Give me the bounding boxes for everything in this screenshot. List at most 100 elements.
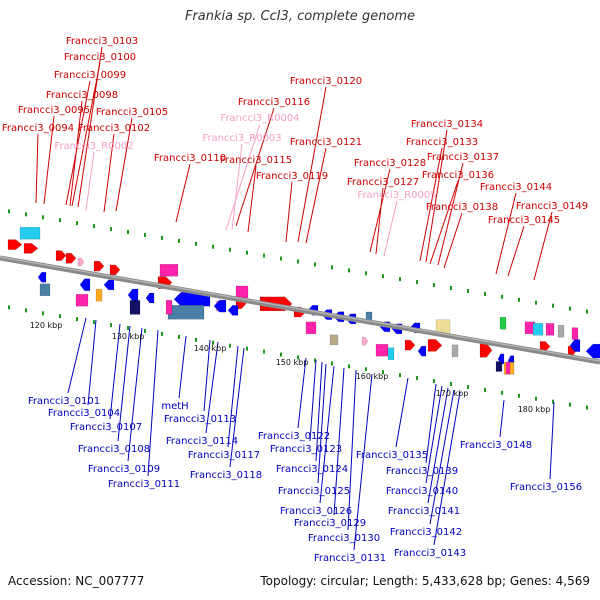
gene-label[interactable]: Francci3_0124 — [276, 464, 348, 475]
gene-label[interactable]: Francci3_0120 — [290, 76, 362, 87]
gene-label[interactable]: Francci3_0121 — [290, 137, 362, 148]
gene-label[interactable]: Francci3_0128 — [354, 158, 426, 169]
gene-label[interactable]: Francci3_R0003 — [202, 133, 281, 144]
gene-label[interactable]: Francci3_0148 — [460, 440, 532, 451]
gene-feature — [127, 288, 139, 302]
gene-label[interactable]: Francci3_0129 — [294, 518, 366, 529]
gene-label[interactable]: Francci3_0137 — [427, 152, 499, 163]
gene-label[interactable]: Francci3_0109 — [88, 464, 160, 475]
gene-label[interactable]: Francci3_0113 — [164, 414, 236, 425]
gene-label[interactable]: Francci3_R0004 — [220, 113, 299, 124]
gene-label[interactable]: Francci3_0105 — [96, 107, 168, 118]
gene-label[interactable]: Francci3_0103 — [66, 36, 138, 47]
gene-label[interactable]: Francci3_0149 — [516, 201, 588, 212]
gene-label[interactable]: Francci3_0133 — [406, 137, 478, 148]
gene-feature — [495, 361, 503, 372]
gene-feature — [451, 344, 459, 358]
gene-label[interactable]: Francci3_0135 — [356, 450, 428, 461]
gene-label[interactable]: Francci3_0156 — [510, 482, 582, 493]
leader-line — [109, 323, 121, 420]
track-dot — [399, 373, 401, 378]
leader-line — [549, 401, 555, 480]
gene-label[interactable]: Francci3_0107 — [70, 422, 142, 433]
gene-label[interactable]: Francci3_0122 — [258, 431, 330, 442]
track-dot — [280, 352, 282, 357]
gene-label[interactable]: Francci3_0100 — [64, 52, 136, 63]
leader-line — [43, 115, 55, 205]
track-dot — [569, 402, 571, 407]
leader-line — [35, 133, 39, 204]
map-title: Frankia sp. CcI3, complete genome — [184, 9, 416, 24]
track-dot — [229, 343, 231, 348]
gene-label[interactable]: Francci3_0099 — [54, 70, 126, 81]
gene-label[interactable]: metH — [161, 401, 188, 412]
leader-line — [369, 168, 391, 253]
track-dot — [314, 358, 316, 363]
gene-label[interactable]: Francci3_0117 — [188, 450, 260, 461]
gene-label[interactable]: Francci3_0115 — [220, 155, 292, 166]
gene-label[interactable]: Francci3_0102 — [78, 123, 150, 134]
track-dot — [535, 396, 537, 401]
gene-label[interactable]: Francci3_0101 — [28, 396, 100, 407]
gene-label[interactable]: Francci3_0127 — [347, 177, 419, 188]
leader-line — [225, 123, 261, 231]
track-dot — [246, 250, 248, 255]
gene-label[interactable]: Francci3_0130 — [308, 533, 380, 544]
gene-label[interactable]: Francci3_0138 — [426, 202, 498, 213]
gene-feature — [7, 239, 23, 250]
gene-label[interactable]: Francci3_0144 — [480, 182, 552, 193]
gene-label[interactable]: Francci3_0095 — [18, 105, 90, 116]
gene-label[interactable]: Francci3_0119 — [256, 171, 328, 182]
gene-label[interactable]: Francci3_0125 — [278, 486, 350, 497]
track-dot — [76, 317, 78, 322]
track-dot — [518, 393, 520, 398]
gene-label[interactable]: Francci3_0145 — [488, 215, 560, 226]
gene-label[interactable]: Francci3_R0005 — [357, 190, 436, 201]
gene-feature — [65, 253, 77, 264]
leader-line — [499, 399, 505, 438]
gene-label[interactable]: Francci3_0116 — [238, 97, 310, 108]
gene-label[interactable]: Francci3_0126 — [280, 506, 352, 517]
gene-label[interactable]: Francci3_0140 — [386, 486, 458, 497]
gene-label[interactable]: Francci3_0123 — [270, 444, 342, 455]
gene-label[interactable]: Francci3_0142 — [390, 527, 462, 538]
leader-line — [383, 200, 398, 257]
track-dot — [229, 247, 231, 252]
track-dot — [297, 355, 299, 360]
leader-line — [533, 211, 553, 281]
track-dot — [399, 277, 401, 282]
track-dot — [93, 224, 95, 229]
gene-feature — [499, 316, 507, 330]
track-dot — [569, 306, 571, 311]
gene-feature — [39, 283, 51, 297]
leader-line — [67, 317, 87, 394]
leader-line — [429, 180, 459, 265]
track-dot — [501, 390, 503, 395]
gene-label[interactable]: Francci3_0118 — [190, 470, 262, 481]
track-dot — [8, 305, 10, 310]
gene-feature — [129, 300, 141, 315]
gene-label[interactable]: Francci3_0108 — [78, 444, 150, 455]
gene-label[interactable]: Francci3_0110 — [154, 153, 226, 164]
gene-label[interactable]: Francci3_0136 — [422, 170, 494, 181]
gene-label[interactable]: Francci3_0143 — [394, 548, 466, 559]
gene-feature — [497, 353, 505, 365]
gene-feature — [103, 279, 115, 291]
gene-label[interactable]: Francci3_0114 — [166, 436, 238, 447]
gene-feature — [557, 324, 565, 338]
leader-line — [203, 339, 211, 412]
leader-line — [127, 327, 143, 462]
gene-label[interactable]: Francci3_R0002 — [54, 141, 133, 152]
leader-line — [437, 162, 464, 266]
leader-line — [65, 80, 91, 206]
gene-label[interactable]: Francci3_0098 — [46, 90, 118, 101]
gene-label[interactable]: Francci3_0094 — [2, 123, 74, 134]
gene-label[interactable]: Francci3_0141 — [388, 506, 460, 517]
track-dot — [42, 215, 44, 220]
gene-feature — [95, 288, 103, 302]
gene-label[interactable]: Francci3_0134 — [411, 119, 483, 130]
gene-label[interactable]: Francci3_0111 — [108, 479, 180, 490]
gene-label[interactable]: Francci3_0139 — [386, 466, 458, 477]
gene-label[interactable]: Francci3_0131 — [314, 553, 386, 564]
gene-label[interactable]: Francci3_0104 — [48, 408, 120, 419]
